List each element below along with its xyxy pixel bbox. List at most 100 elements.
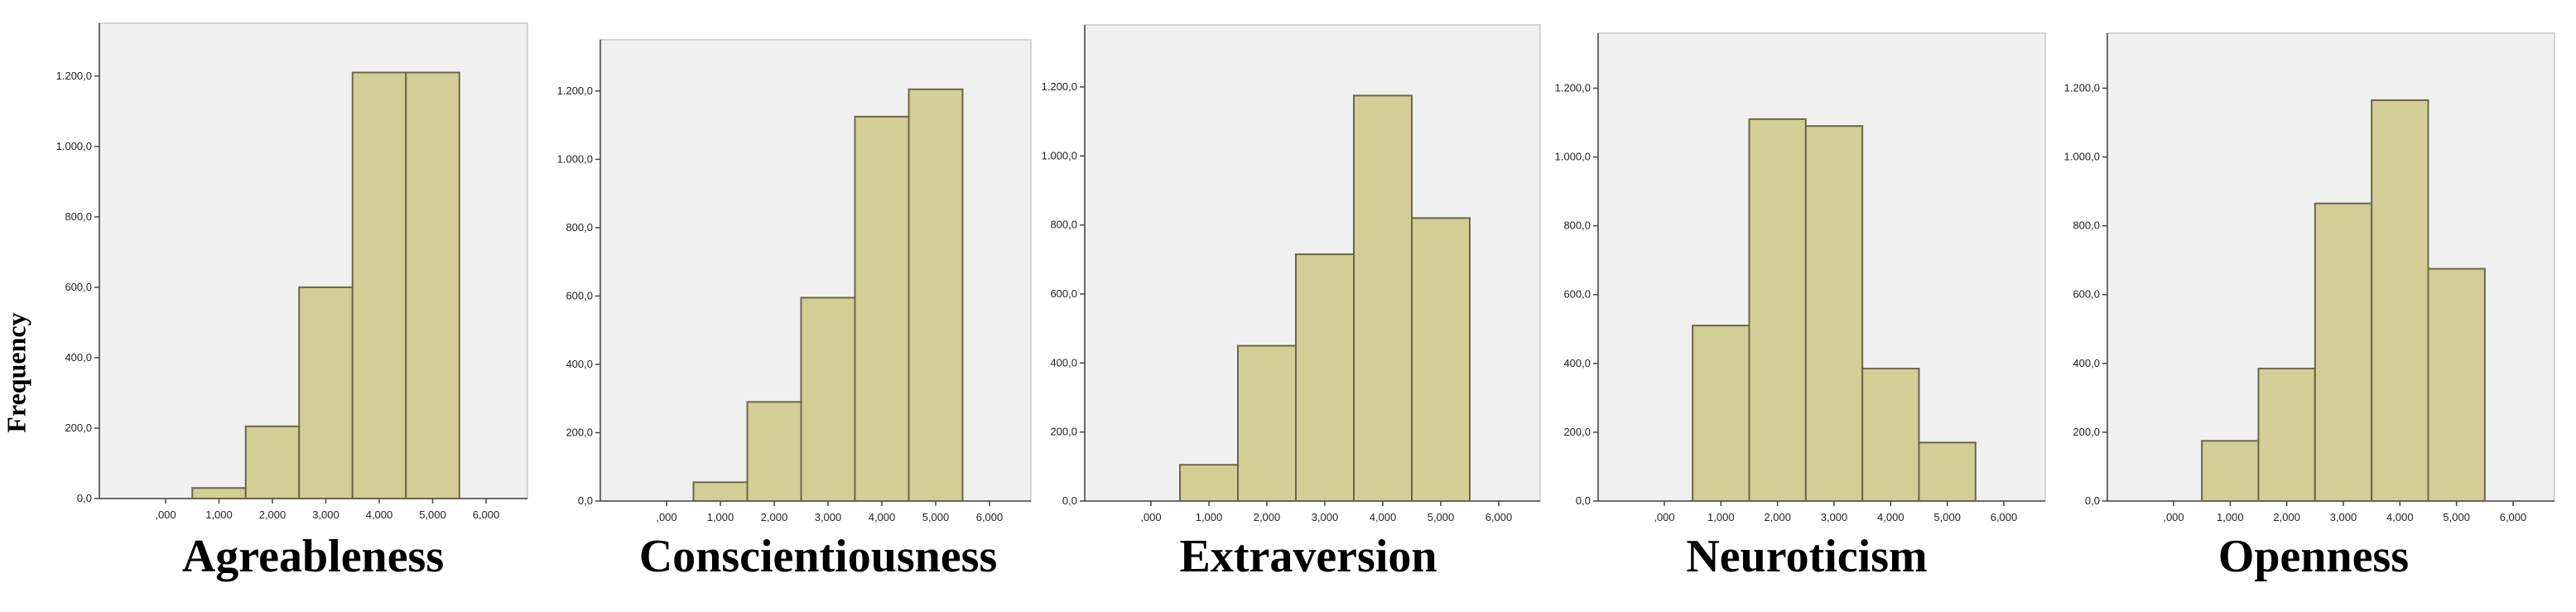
y-axis-title: Frequency: [1, 312, 31, 433]
x-tick-label: 5,000: [1428, 511, 1455, 523]
histogram-bar: [2314, 202, 2373, 503]
y-tick-label: 1.200,0: [1042, 80, 1077, 93]
y-tick-label: 400,0: [2073, 357, 2100, 369]
x-tick-label: 2,000: [2273, 511, 2300, 523]
histogram-bar: [1748, 118, 1807, 502]
x-tick-label: 5,000: [2443, 511, 2470, 523]
y-tick-label: 1.000,0: [557, 152, 593, 165]
x-tick-label: 6,000: [1991, 511, 2018, 523]
chart-title-agreableness: Agreableness: [181, 531, 445, 582]
x-tick-label: 2,000: [1254, 511, 1281, 523]
y-tick-label: 600,0: [1563, 288, 1591, 301]
histogram-bar: [1692, 325, 1750, 502]
histogram-bar: [351, 71, 407, 499]
y-tick-label: 400,0: [1563, 357, 1591, 369]
x-tick-label: ,000: [1654, 511, 1674, 523]
chart-panel-1: 0,0 200,0 400,0 600,0 800,0 1.000,0 1.200,0 ,00…: [557, 39, 1032, 523]
histogram-bar: [244, 425, 301, 499]
x-tick-label: 3,000: [1821, 511, 1848, 523]
x-tick-label: ,000: [656, 511, 677, 523]
x-tick-label: ,000: [155, 508, 176, 521]
y-tick-label: 0,0: [2085, 494, 2100, 507]
chart-panel-3: 0,0 200,0 400,0 600,0 800,0 1.000,0 1.200,0 ,00…: [1555, 32, 2046, 523]
x-tick-label: 5,000: [419, 508, 446, 521]
chart-title-neuroticism: Neuroticism: [1686, 531, 1928, 582]
histogram-bar: [191, 487, 247, 500]
histogram-bar: [2257, 368, 2316, 502]
y-tick-label: 800,0: [1050, 219, 1077, 231]
y-tick-label: 1.000,0: [2064, 151, 2100, 163]
x-tick-label: 6,000: [976, 511, 1004, 523]
y-tick-label: 600,0: [2073, 288, 2100, 301]
y-tick-label: 400,0: [1050, 356, 1077, 369]
chart-panel-2: 0,0 200,0 400,0 600,0 800,0 1.000,0 1.200,0 ,00…: [1042, 24, 1541, 523]
y-tick-label: 800,0: [65, 210, 92, 223]
histogram-bar: [1237, 345, 1297, 502]
histogram-bar: [298, 286, 354, 499]
x-tick-label: 4,000: [869, 511, 896, 523]
chart-title-extraversion: Extraversion: [1179, 531, 1437, 582]
x-tick-label: 4,000: [366, 508, 393, 521]
histogram-bar: [1179, 464, 1239, 502]
y-tick-label: 800,0: [2073, 219, 2100, 232]
y-tick-label: 800,0: [1563, 219, 1591, 232]
y-tick-label: 0,0: [77, 492, 92, 504]
histogram-bar: [908, 88, 964, 502]
y-tick-label: 0,0: [1576, 494, 1591, 507]
y-tick-label: 1.200,0: [1555, 81, 1591, 94]
y-tick-label: 200,0: [65, 422, 92, 434]
y-tick-label: 1.200,0: [557, 84, 593, 97]
x-tick-label: 4,000: [1370, 511, 1397, 523]
y-tick-label: 400,0: [65, 351, 92, 364]
histogram-bar: [2201, 440, 2260, 502]
x-tick-label: 2,000: [761, 511, 788, 523]
histogram-bar: [1353, 94, 1413, 503]
x-tick-label: 6,000: [2500, 511, 2527, 523]
x-tick-label: 3,000: [815, 511, 842, 523]
y-tick-label: 200,0: [1050, 426, 1077, 438]
y-tick-label: 200,0: [566, 426, 593, 438]
histogram-bar: [1295, 253, 1355, 502]
histogram-bar: [692, 481, 749, 503]
y-tick-label: 400,0: [566, 358, 593, 370]
x-tick-label: 1,000: [2217, 511, 2244, 523]
histogram-bar: [746, 401, 802, 502]
y-tick-label: 0,0: [578, 494, 593, 507]
x-tick-label: 6,000: [473, 508, 500, 521]
chart-title-openness: Openness: [2217, 531, 2410, 582]
x-tick-label: 4,000: [2386, 511, 2414, 523]
x-tick-label: 3,000: [312, 508, 339, 521]
x-tick-label: 5,000: [922, 511, 950, 523]
y-tick-label: 1.200,0: [2064, 81, 2100, 94]
histogram-bar: [854, 115, 910, 502]
x-tick-label: ,000: [2163, 511, 2184, 523]
histogram-bar: [1804, 125, 1864, 502]
histogram-bar: [1411, 217, 1471, 502]
x-tick-label: 3,000: [1312, 511, 1339, 523]
y-tick-label: 600,0: [65, 281, 92, 293]
y-tick-label: 800,0: [566, 221, 593, 234]
chart-panel-4: 0,0 200,0 400,0 600,0 800,0 1.000,0 1.200,0 ,00…: [2064, 32, 2555, 523]
x-tick-label: 6,000: [1485, 511, 1513, 523]
y-tick-label: 1.000,0: [1555, 151, 1591, 163]
chart-panel-0: 0,0 200,0 400,0 600,0 800,0 1.000,0 1.200,0 ,00…: [56, 22, 528, 521]
histogram-bar: [405, 71, 460, 499]
y-tick-label: 1.000,0: [56, 140, 92, 152]
x-tick-label: 1,000: [1707, 511, 1735, 523]
y-tick-label: 0,0: [1062, 494, 1077, 507]
histogram-bar: [2371, 99, 2429, 503]
x-tick-label: 2,000: [1764, 511, 1791, 523]
y-tick-label: 200,0: [2073, 426, 2100, 438]
x-tick-label: 5,000: [1933, 511, 1961, 523]
x-tick-label: 1,000: [1196, 511, 1223, 523]
histogram-bar: [800, 296, 856, 503]
histogram-bar: [2427, 267, 2486, 502]
x-tick-label: 4,000: [1877, 511, 1904, 523]
y-tick-label: 200,0: [1563, 426, 1591, 438]
x-tick-label: 1,000: [205, 508, 233, 521]
y-tick-label: 1.000,0: [1042, 149, 1077, 161]
histogram-bar: [1918, 441, 1977, 502]
x-tick-label: ,000: [1140, 511, 1161, 523]
